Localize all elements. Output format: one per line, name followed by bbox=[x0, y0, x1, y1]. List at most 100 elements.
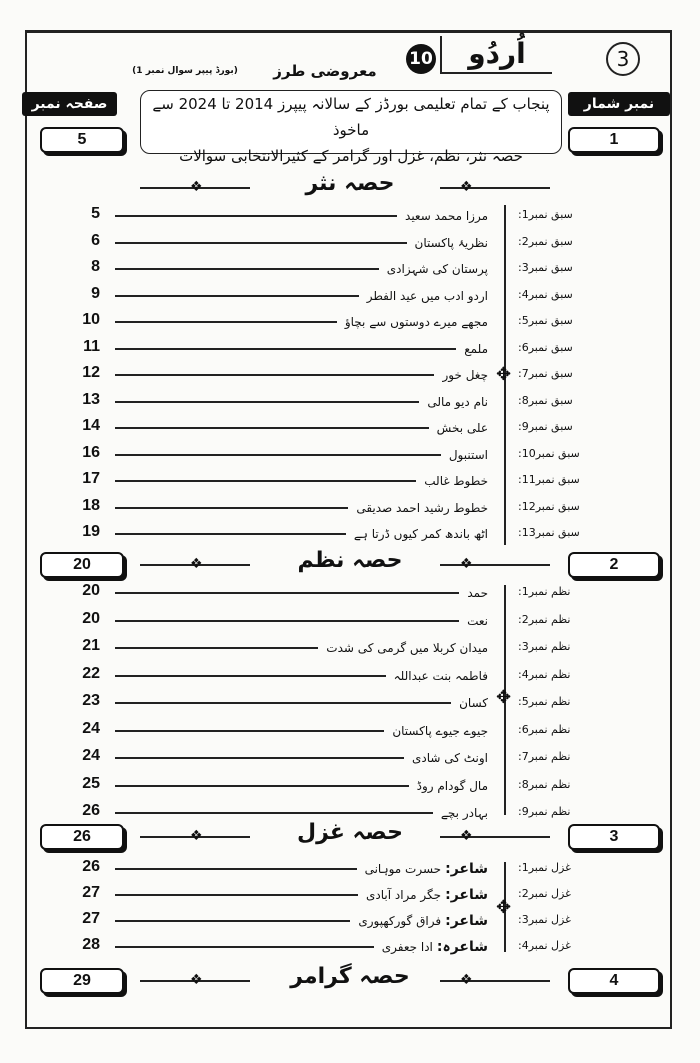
page-number-circle: 3 bbox=[606, 42, 640, 76]
page-number: 11 bbox=[83, 337, 100, 355]
list-item: علی بخش bbox=[115, 417, 488, 439]
item-title: اردو ادب میں عید الفطر bbox=[366, 288, 488, 303]
item-label: غزل نمبر4: bbox=[518, 939, 571, 952]
list-item: شاعر: فراق گورکھپوری bbox=[115, 910, 488, 932]
section-serial-box: 2 bbox=[568, 552, 660, 578]
section-page-box: 5 bbox=[40, 127, 124, 153]
item-title: بہادر بچے bbox=[440, 806, 488, 820]
board-note: (بورڈ پیپر سوال نمبر 1) bbox=[132, 66, 238, 76]
item-title: ادا جعفری bbox=[381, 940, 433, 954]
list-item: نام دیو مالی bbox=[115, 391, 488, 413]
subject-title: اُردُو bbox=[440, 36, 552, 74]
page-number-header: صفحہ نمبر bbox=[22, 92, 117, 116]
item-title: جگر مراد آبادی bbox=[366, 888, 442, 902]
section-page-box: 20 bbox=[40, 552, 124, 578]
page-number: 10 bbox=[82, 311, 100, 328]
leader-line bbox=[115, 294, 359, 297]
item-title: نام دیو مالی bbox=[427, 394, 488, 409]
item-title: اونٹ کی شادی bbox=[411, 751, 488, 765]
divider-ornament-icon: ✥ bbox=[496, 897, 512, 918]
leader-line bbox=[115, 894, 358, 896]
leader-line bbox=[115, 506, 349, 509]
leader-line bbox=[115, 374, 435, 376]
ornament-icon: ❖ bbox=[460, 556, 473, 572]
section-rule-right bbox=[440, 187, 550, 189]
item-label: سبق نمبر1: bbox=[518, 208, 573, 221]
leader-line bbox=[115, 268, 379, 270]
leader-line bbox=[115, 347, 457, 350]
item-label: نظم نمبر4: bbox=[518, 667, 571, 681]
item-label: سبق نمبر12: bbox=[518, 499, 580, 513]
leader-line bbox=[115, 757, 404, 759]
item-title: اٹھ باندھ کمر کیوں ڈرتا ہے bbox=[353, 527, 488, 541]
grade-badge: 10 bbox=[406, 44, 436, 74]
poet-label: شاعر: bbox=[445, 887, 488, 903]
leader-line bbox=[115, 647, 319, 649]
question-type: معروضی طرز bbox=[273, 62, 377, 80]
item-title: استنبول bbox=[448, 447, 488, 462]
leader-line bbox=[115, 920, 351, 922]
banner-line-2: حصہ نثر، نظم، غزل اور گرامر کے کثیرالانت… bbox=[179, 147, 523, 165]
divider-ornament-icon: ✥ bbox=[496, 364, 512, 385]
page-number: 24 bbox=[82, 747, 100, 764]
page-number: 24 bbox=[82, 719, 100, 737]
item-title: پرستان کی شہزادی bbox=[386, 262, 488, 276]
item-label: سبق نمبر7: bbox=[518, 367, 573, 380]
item-title: ملمع bbox=[464, 341, 488, 356]
page-number: 18 bbox=[82, 496, 100, 514]
section-serial-box: 1 bbox=[568, 127, 660, 153]
list-item: ملمع bbox=[115, 338, 488, 360]
item-title: کسان bbox=[459, 696, 488, 710]
item-title: حمد bbox=[467, 586, 488, 600]
ornament-icon: ❖ bbox=[460, 179, 473, 195]
item-label: نظم نمبر9: bbox=[518, 805, 571, 818]
column-divider bbox=[504, 862, 506, 952]
item-title: خطوط غالب bbox=[424, 474, 488, 488]
ornament-icon: ❖ bbox=[190, 972, 203, 988]
ornament-icon: ❖ bbox=[190, 556, 203, 572]
page-number: 20 bbox=[82, 582, 100, 599]
leader-line bbox=[115, 619, 460, 622]
section-page-box: 26 bbox=[40, 824, 124, 850]
section-rule-left bbox=[140, 980, 250, 982]
section-title: حصہ نثر bbox=[305, 171, 395, 196]
list-item: مال گودام روڈ bbox=[115, 775, 488, 797]
page-number: 20 bbox=[82, 609, 100, 627]
item-label: سبق نمبر11: bbox=[518, 473, 580, 486]
item-title: نعت bbox=[467, 613, 488, 628]
item-label: غزل نمبر2: bbox=[518, 887, 571, 900]
list-item: مجھے میرے دوستوں سے بچاؤ bbox=[115, 311, 488, 333]
ornament-icon: ❖ bbox=[460, 828, 473, 844]
leader-line bbox=[115, 321, 337, 323]
ornament-icon: ❖ bbox=[190, 828, 203, 844]
ornament-icon: ❖ bbox=[460, 972, 473, 988]
leader-line bbox=[115, 868, 357, 870]
item-label: سبق نمبر5: bbox=[518, 314, 573, 327]
list-item: اردو ادب میں عید الفطر bbox=[115, 285, 488, 307]
section-title: حصہ غزل bbox=[297, 820, 403, 845]
page-frame bbox=[25, 30, 672, 1029]
item-label: نظم نمبر5: bbox=[518, 695, 571, 708]
list-item: شاعر: جگر مراد آبادی bbox=[115, 884, 488, 906]
divider-ornament-icon: ✥ bbox=[496, 687, 512, 708]
list-item: بہادر بچے bbox=[115, 802, 488, 824]
item-title: فراق گورکھپوری bbox=[358, 914, 442, 928]
section-rule-left bbox=[140, 564, 250, 566]
list-item: شاعرہ: ادا جعفری bbox=[115, 936, 488, 958]
list-item: فاطمہ بنت عبداللہ bbox=[115, 665, 488, 687]
serial-number-header: نمبر شمار bbox=[568, 92, 670, 116]
page-number: 6 bbox=[91, 231, 100, 249]
list-item: نظریۂ پاکستان bbox=[115, 232, 488, 254]
poet-label: شاعرہ: bbox=[436, 939, 488, 955]
leader-line bbox=[115, 241, 407, 244]
page-number: 22 bbox=[82, 664, 100, 682]
item-label: سبق نمبر9: bbox=[518, 420, 573, 433]
leader-line bbox=[115, 215, 398, 217]
list-item: خطوط رشید احمد صدیقی bbox=[115, 497, 488, 519]
item-title: چغل خور bbox=[442, 368, 488, 382]
item-label: غزل نمبر1: bbox=[518, 861, 571, 874]
item-title: علی بخش bbox=[436, 421, 488, 435]
leader-line bbox=[115, 812, 433, 814]
item-label: نظم نمبر6: bbox=[518, 722, 571, 736]
